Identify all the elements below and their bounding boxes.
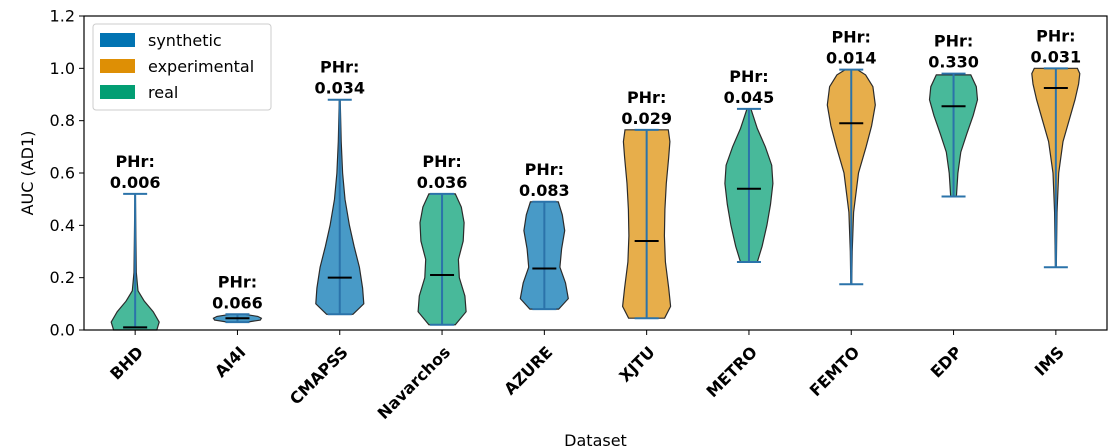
legend-label-experimental: experimental (148, 57, 254, 76)
phr-label-title: PHr: (627, 88, 666, 107)
y-tick-label: 0.0 (50, 321, 75, 340)
phr-label-title: PHr: (218, 272, 257, 291)
phr-label-value: 0.006 (110, 173, 161, 192)
phr-label-value: 0.036 (417, 173, 468, 192)
phr-label-title: PHr: (422, 152, 461, 171)
phr-label-value: 0.031 (1031, 47, 1082, 66)
phr-annotations: PHr: 0.006 PHr: 0.066 PHr: 0.034 PHr: 0.036 PHr:… (110, 26, 1081, 312)
x-tick-label: CMAPSS (286, 343, 352, 409)
x-tick-label: Navarchos (374, 343, 454, 423)
y-tick-label: 0.2 (50, 268, 75, 287)
phr-label-value: 0.083 (519, 181, 570, 200)
legend-label-real: real (148, 83, 178, 102)
violins (110, 67, 1081, 331)
legend-label-synthetic: synthetic (148, 31, 222, 50)
phr-label-value: 0.029 (621, 109, 672, 128)
x-axis-title: Dataset (564, 431, 627, 447)
x-tick-label: FEMTO (806, 343, 863, 400)
y-axis-title: AUC (AD1) (18, 131, 37, 216)
x-tick-label: XJTU (615, 343, 658, 386)
legend: synthetic experimental real (92, 23, 272, 111)
phr-label-title: PHr: (115, 152, 154, 171)
phr-label-value: 0.034 (314, 79, 365, 98)
phr-label-value: 0.066 (212, 293, 263, 312)
phr-label-value: 0.014 (826, 49, 877, 68)
legend-swatch-experimental (100, 59, 135, 73)
x-tick-label: AI4I (211, 343, 249, 381)
y-tick-label: 0.4 (50, 216, 75, 235)
x-tick-label: IMS (1031, 343, 1068, 380)
phr-label-title: PHr: (525, 160, 564, 179)
y-tick-label: 1.0 (50, 59, 75, 78)
y-tick-label: 0.6 (50, 164, 75, 183)
phr-label-title: PHr: (320, 58, 359, 77)
phr-label-title: PHr: (729, 67, 768, 86)
y-tick-label: 1.2 (50, 7, 75, 26)
legend-box (92, 23, 272, 111)
legend-swatch-synthetic (100, 33, 135, 47)
x-tick-label: AZURE (500, 343, 556, 399)
phr-label-title: PHr: (934, 32, 973, 51)
phr-label-value: 0.330 (928, 53, 979, 72)
y-tick-label: 0.8 (50, 111, 75, 130)
phr-label-title: PHr: (832, 28, 871, 47)
x-tick-label: EDP (927, 342, 966, 381)
x-tick-label: BHD (106, 343, 147, 384)
phr-label-title: PHr: (1036, 26, 1075, 45)
phr-label-value: 0.045 (724, 88, 775, 107)
x-tick-label: METRO (702, 343, 760, 401)
legend-swatch-real (100, 85, 135, 99)
